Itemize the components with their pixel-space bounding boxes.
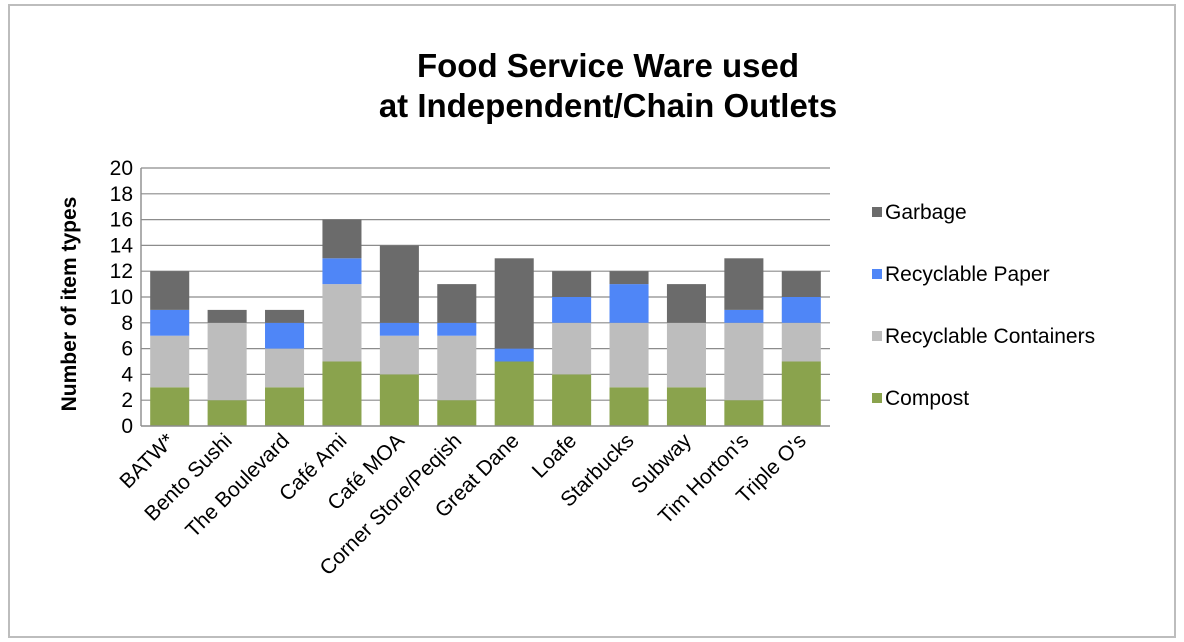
y-tick-label: 18 — [110, 183, 133, 206]
bar-segment-recyclable-paper — [150, 309, 190, 336]
legend-label: Compost — [885, 387, 969, 410]
bar-segment-compost — [724, 400, 764, 426]
y-tick-label: 10 — [110, 286, 133, 309]
bar-segment-compost — [552, 374, 592, 426]
bar-segment-garbage — [265, 309, 305, 323]
bar-segment-garbage — [781, 271, 821, 297]
bar-segment-recyclable-paper — [379, 322, 419, 336]
legend-swatch — [872, 331, 882, 341]
bar-segment-garbage — [437, 284, 477, 323]
bar-segment-compost — [781, 361, 821, 426]
legend-label: Recyclable Paper — [885, 263, 1050, 286]
bar-segment-recyclable-containers — [666, 322, 706, 388]
legend-label: Garbage — [885, 201, 967, 224]
gridlines — [141, 167, 830, 401]
bar-segment-recyclable-paper — [781, 297, 821, 323]
bar-segment-recyclable-containers — [379, 335, 419, 375]
bar-segment-compost — [609, 387, 649, 426]
x-tick-label: Loafe — [528, 429, 581, 482]
bar-segment-recyclable-containers — [322, 284, 362, 362]
bar-segment-recyclable-containers — [437, 335, 477, 401]
y-tick-label: 4 — [121, 363, 133, 386]
x-tick-label: The Boulevard — [181, 429, 294, 542]
bar-segment-compost — [379, 374, 419, 426]
bar-segment-recyclable-containers — [265, 348, 305, 388]
bar-segment-garbage — [379, 245, 419, 323]
bar-segment-compost — [666, 387, 706, 426]
bar-segment-compost — [150, 387, 190, 426]
bar-segment-recyclable-paper — [609, 284, 649, 323]
bars — [150, 219, 821, 426]
y-axis-label: Number of item types — [58, 197, 81, 412]
chart-title: Food Service Ware used — [417, 47, 799, 84]
bar-segment-recyclable-containers — [724, 322, 764, 401]
bar-segment-recyclable-paper — [265, 322, 305, 349]
bar-segment-garbage — [724, 258, 764, 310]
axes — [140, 168, 830, 427]
y-tick-label: 14 — [110, 234, 134, 257]
bar-segment-recyclable-containers — [781, 322, 821, 362]
legend-swatch — [872, 393, 882, 403]
bar-segment-recyclable-paper — [724, 309, 764, 323]
bar-segment-compost — [265, 387, 305, 426]
chart-frame: Food Service Ware used at Independent/Ch… — [8, 4, 1176, 638]
legend-label: Recyclable Containers — [885, 325, 1095, 348]
y-tick-label: 20 — [110, 157, 133, 180]
bar-segment-garbage — [322, 219, 362, 259]
bar-segment-garbage — [609, 271, 649, 285]
legend: Garbage Recyclable Paper Recyclable Contai… — [872, 201, 1095, 410]
bar-segment-garbage — [150, 271, 190, 310]
y-tick-label: 12 — [110, 260, 133, 283]
bar-segment-recyclable-containers — [552, 322, 592, 375]
bar-segment-compost — [494, 361, 534, 426]
bar-segment-garbage — [552, 271, 592, 297]
y-tick-label: 0 — [121, 415, 133, 438]
bar-segment-recyclable-paper — [437, 322, 477, 336]
bar-segment-garbage — [207, 309, 247, 323]
bar-segment-compost — [437, 400, 477, 426]
bar-segment-recyclable-paper — [552, 297, 592, 323]
y-tick-label: 6 — [121, 338, 133, 361]
bar-segment-garbage — [666, 284, 706, 323]
y-tick-label: 2 — [121, 389, 133, 412]
stacked-bar-chart: Food Service Ware used at Independent/Ch… — [58, 47, 1095, 580]
bar-segment-garbage — [494, 258, 534, 349]
bar-segment-compost — [322, 361, 362, 426]
bar-segment-recyclable-containers — [150, 335, 190, 388]
bar-segment-recyclable-containers — [609, 322, 649, 388]
bar-segment-recyclable-paper — [494, 348, 534, 362]
legend-swatch — [872, 207, 882, 217]
legend-swatch — [872, 269, 882, 279]
bar-segment-recyclable-containers — [207, 322, 247, 401]
chart-subtitle: at Independent/Chain Outlets — [379, 87, 837, 124]
y-tick-label: 8 — [121, 312, 133, 335]
y-tick-label: 16 — [110, 209, 133, 232]
bar-segment-recyclable-paper — [322, 258, 362, 285]
bar-segment-compost — [207, 400, 247, 426]
